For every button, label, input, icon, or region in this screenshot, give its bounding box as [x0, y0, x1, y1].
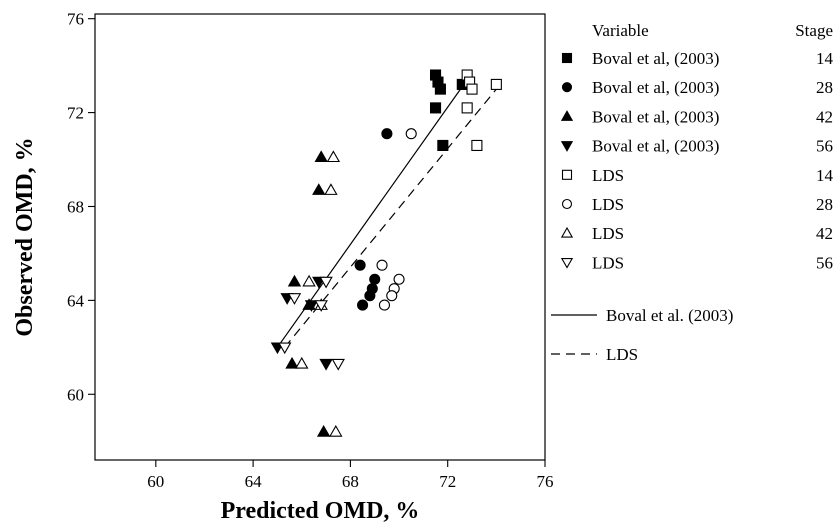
x-axis-ticks: 60 64 68 72 76	[147, 460, 554, 491]
legend-stage: 28	[816, 195, 833, 214]
x-tick-label: 76	[537, 472, 554, 491]
plot-frame	[94, 13, 546, 461]
data-point	[319, 358, 333, 371]
y-axis-title: Observed OMD, %	[12, 137, 38, 336]
legend-label: Boval et al, (2003)	[592, 78, 719, 97]
data-point	[378, 299, 391, 311]
legend-marker	[560, 226, 574, 238]
data-point	[429, 102, 442, 114]
legend-stage: 42	[816, 224, 833, 243]
data-point	[287, 293, 302, 305]
legend-marker	[560, 110, 574, 121]
data-point	[381, 128, 393, 140]
y-tick-label: 68	[67, 197, 84, 216]
legend-stage: 56	[816, 253, 833, 272]
x-axis-title: Predicted OMD, %	[221, 498, 420, 524]
data-point	[466, 83, 478, 95]
legend-label: LDS	[592, 253, 624, 272]
legend-label: LDS	[592, 224, 624, 243]
data-points	[270, 69, 502, 437]
x-tick-label: 72	[439, 472, 456, 491]
y-axis-ticks: 60 64 68 72 76	[67, 10, 95, 404]
data-point	[386, 290, 398, 302]
data-point	[329, 424, 343, 437]
data-point	[314, 300, 328, 312]
data-point	[490, 78, 502, 90]
legend-stage: 42	[816, 107, 833, 126]
legend-marker	[561, 52, 573, 64]
legend-marker	[560, 141, 574, 152]
legend-marker	[560, 257, 574, 269]
data-point	[393, 273, 405, 285]
legend-marker	[561, 169, 573, 180]
y-tick-label: 60	[67, 385, 84, 404]
data-point	[364, 290, 376, 302]
data-point	[312, 183, 326, 195]
legend-header-variable: Variable	[592, 21, 649, 40]
fit-line	[284, 88, 497, 348]
legend-label: LDS	[592, 166, 624, 185]
data-point	[304, 300, 319, 312]
data-point	[331, 358, 345, 371]
data-point	[461, 102, 473, 114]
data-point	[285, 356, 299, 369]
legend-label: Boval et al, (2003)	[592, 49, 719, 68]
legend-stage: 14	[816, 166, 834, 185]
legend-stage: 14	[816, 49, 834, 68]
data-point	[287, 274, 302, 287]
legend-line-label: LDS	[606, 345, 638, 364]
legend-line-label: Boval et al. (2003)	[606, 306, 733, 325]
data-point	[471, 139, 483, 152]
data-point	[376, 259, 388, 271]
legend-label: LDS	[592, 195, 624, 214]
data-point	[357, 299, 369, 311]
data-point	[434, 83, 446, 95]
legend-marker	[561, 82, 573, 93]
data-point	[278, 342, 292, 355]
data-point	[314, 150, 328, 163]
data-point	[354, 259, 366, 271]
legend-stage: 56	[816, 137, 833, 156]
legend-marker	[561, 198, 573, 210]
data-point	[405, 128, 417, 140]
data-point	[437, 139, 449, 152]
data-point	[326, 150, 341, 163]
legend-label: Boval et al, (2003)	[592, 137, 719, 156]
legend: Variable Stage Boval et al, (2003) 14 Bova…	[551, 21, 834, 364]
data-point	[369, 273, 381, 285]
data-point	[316, 424, 331, 437]
legend-label: Boval et al, (2003)	[592, 107, 719, 126]
legend-stage: 28	[816, 78, 833, 97]
y-tick-label: 76	[67, 10, 84, 29]
x-tick-label: 60	[147, 472, 164, 491]
x-tick-label: 68	[342, 472, 359, 491]
data-point	[324, 183, 338, 195]
data-point	[302, 274, 316, 287]
data-point	[319, 276, 333, 289]
data-point	[295, 356, 309, 369]
y-tick-label: 64	[67, 291, 85, 310]
y-tick-label: 72	[67, 104, 84, 123]
x-tick-label: 64	[245, 472, 263, 491]
legend-header-stage: Stage	[795, 21, 833, 40]
